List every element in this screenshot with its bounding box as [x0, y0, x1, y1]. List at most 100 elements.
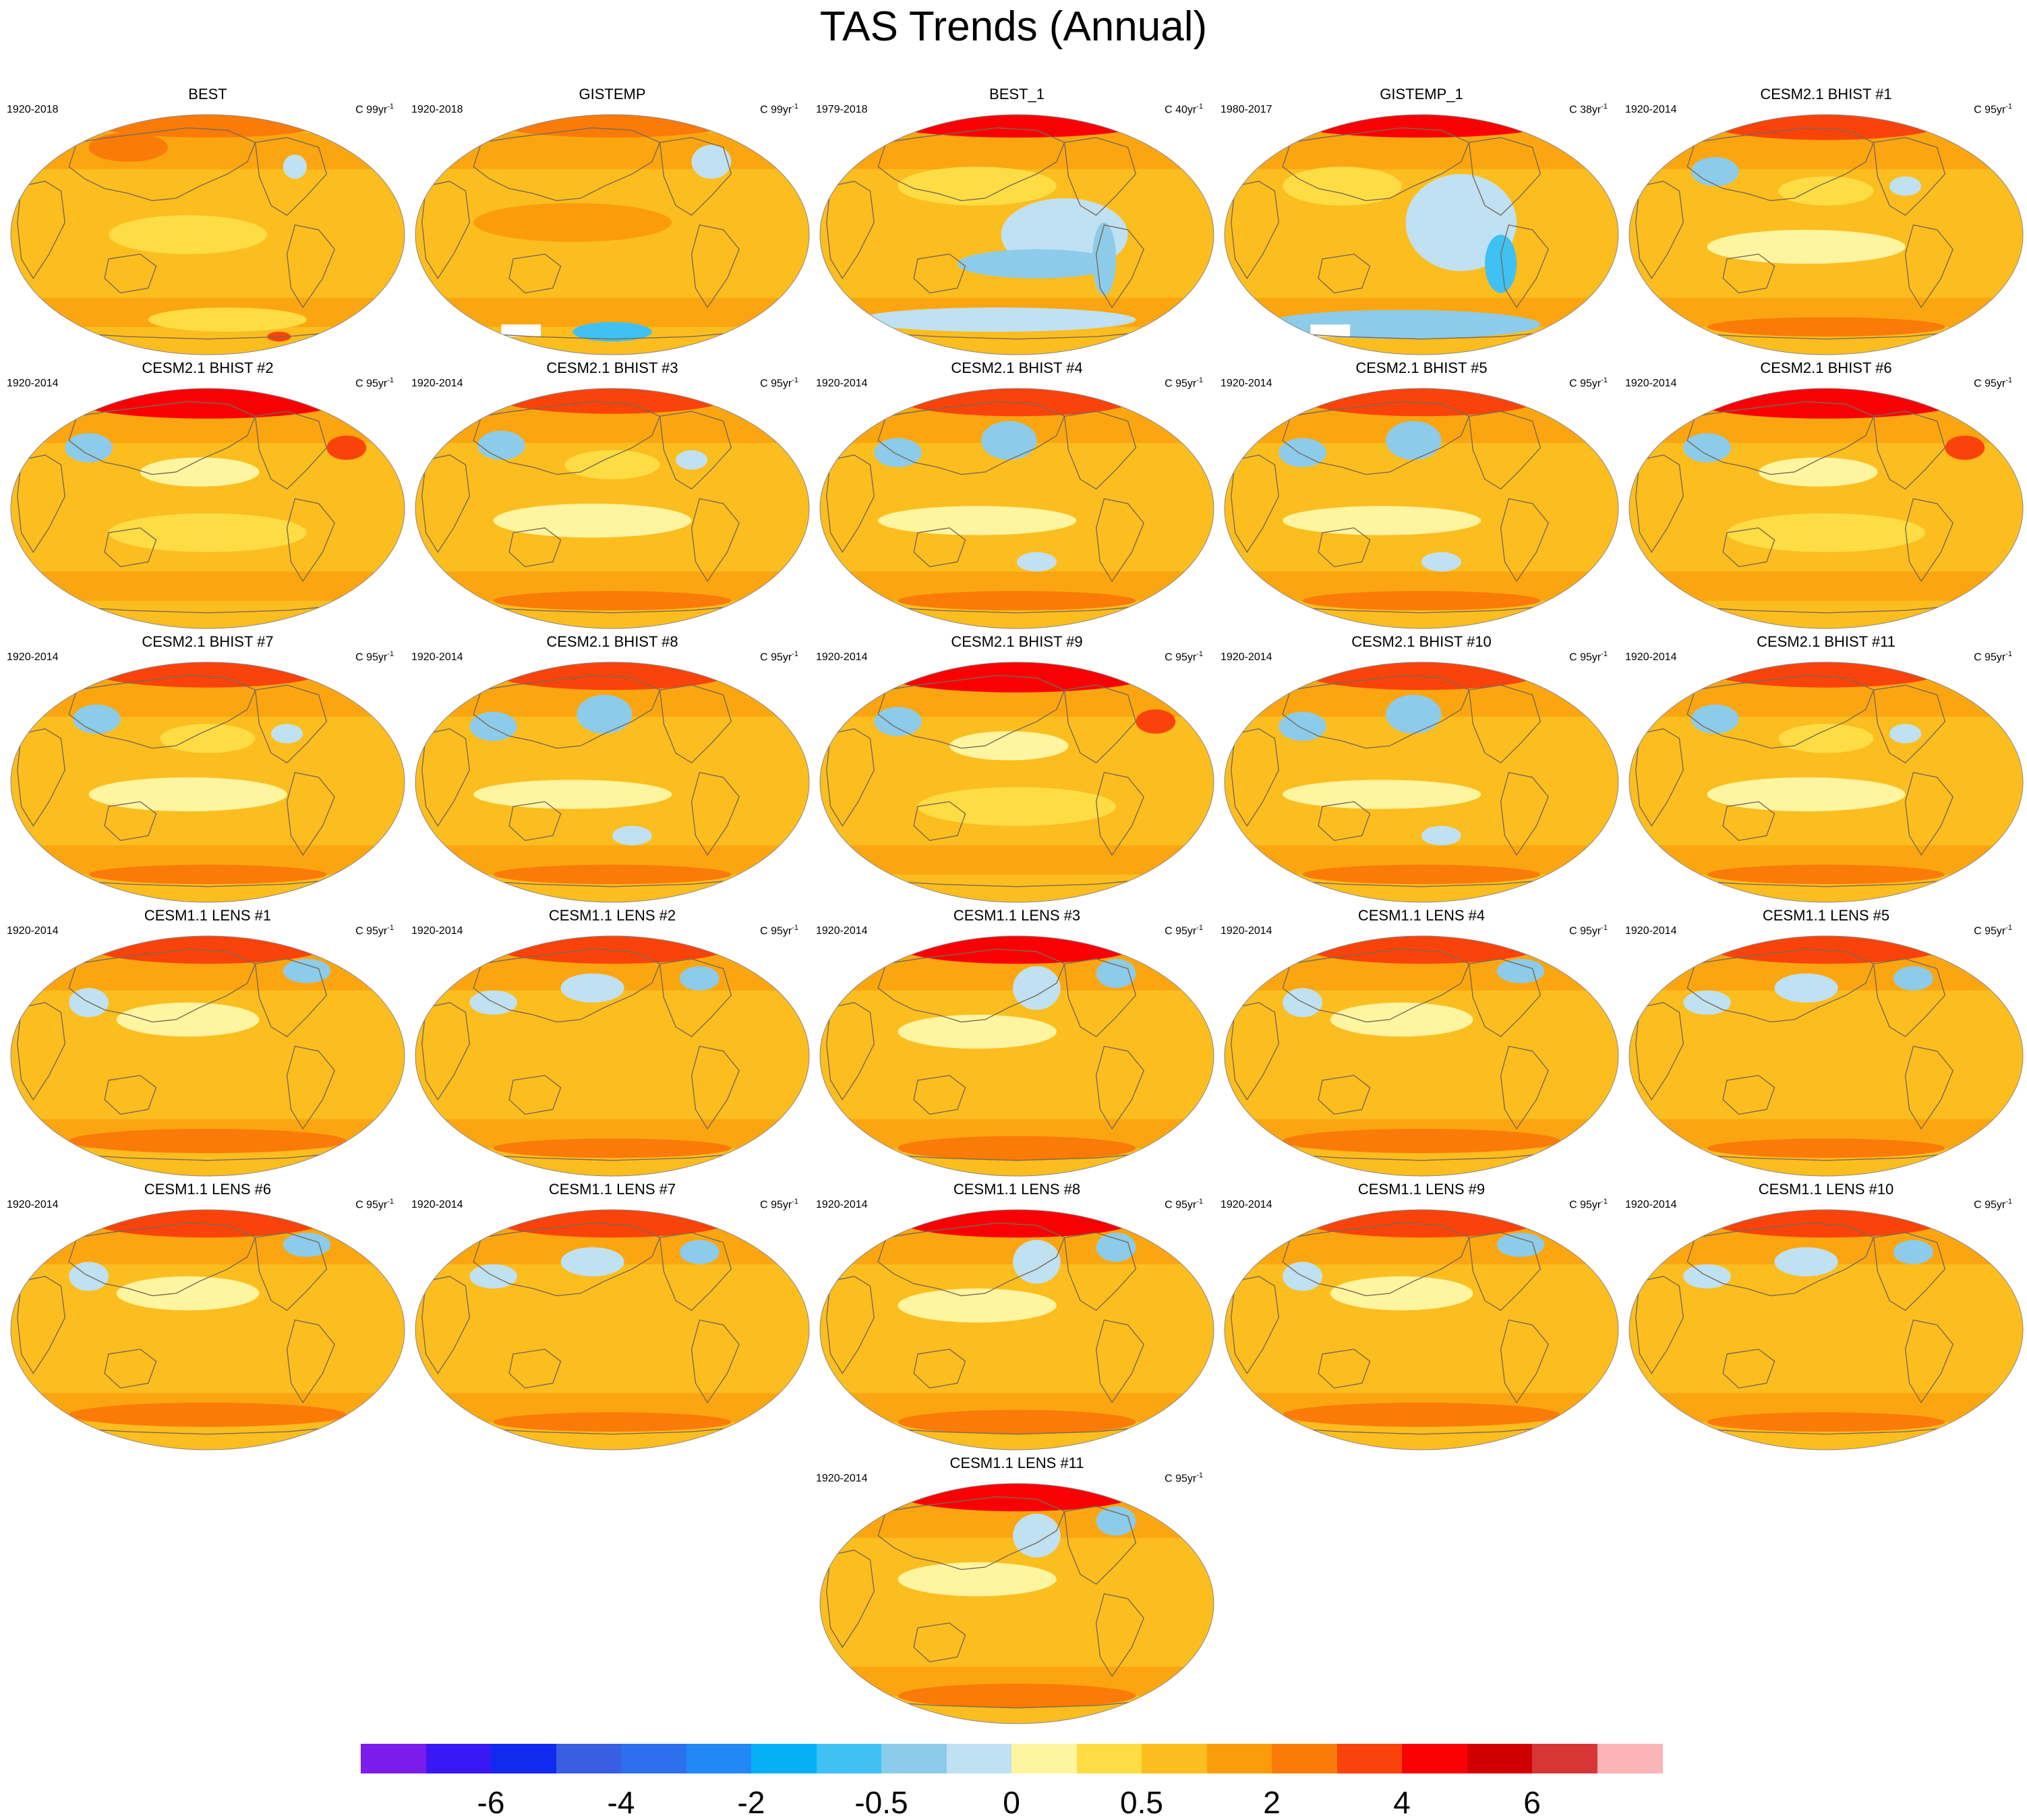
continent-outline — [1262, 1150, 1581, 1161]
continent-outline — [1667, 328, 1985, 340]
map-base-field — [1629, 936, 2023, 1176]
continent-outline — [1667, 1150, 1985, 1161]
map-border — [819, 388, 1214, 629]
continent-outline — [1873, 411, 1946, 490]
map-panel: CESM1.1 LENS #9 1920-2014 C 95yr-1 — [1219, 1176, 1624, 1451]
panel-title: CESM2.1 BHIST #2 — [142, 359, 274, 376]
world-map — [415, 388, 810, 629]
continent-outline — [1095, 498, 1145, 583]
trend-region — [1707, 229, 1906, 264]
trend-region — [612, 825, 652, 846]
map-border — [10, 935, 405, 1177]
trend-region — [493, 503, 692, 538]
panel-period: 1920-2014 — [7, 651, 59, 663]
world-map — [1224, 1209, 1619, 1450]
continent-outline — [1095, 1319, 1145, 1404]
continent-outline — [1095, 1045, 1145, 1130]
panel-title: CESM1.1 LENS #11 — [949, 1455, 1084, 1471]
continent-outline — [254, 1232, 328, 1312]
continent-outline — [1318, 527, 1371, 568]
panel-period: 1920-2014 — [816, 1473, 868, 1484]
panel-units-text: C 95yr — [1974, 651, 2006, 664]
map-panel: CESM2.1 BHIST #2 1920-2014 C 95yr-1 — [5, 355, 410, 630]
trend-region — [88, 864, 327, 885]
map-border — [1628, 388, 2024, 629]
continent-outline — [691, 771, 740, 856]
trend-region — [1707, 1412, 1945, 1432]
map-border — [1224, 1209, 1619, 1450]
panel-units-exponent: -1 — [387, 376, 394, 384]
continent-outline — [1904, 771, 1954, 856]
panel-units: C 95yr-1 — [1165, 924, 1203, 937]
continent-outline — [508, 801, 562, 842]
panel-units-exponent: -1 — [792, 650, 798, 658]
map-base-field — [415, 1210, 809, 1450]
continent-outline — [1873, 684, 1946, 764]
trend-region — [858, 307, 1136, 332]
continent-outline — [286, 771, 336, 856]
map-band — [415, 132, 809, 169]
continent-outline — [1686, 948, 1875, 1023]
panel-units-exponent: -1 — [792, 376, 798, 384]
panel-units-exponent: -1 — [1196, 376, 1203, 384]
map-panel-grid: BEST 1920-2018 C 99yr-1 GISTEMP 1920-2018 C 9… — [5, 81, 2027, 1724]
trend-region — [1774, 973, 1838, 1003]
map-border — [1628, 1209, 2024, 1450]
continent-outline — [858, 876, 1176, 887]
map-band — [1629, 571, 2023, 601]
panel-title: BEST_1 — [989, 86, 1045, 102]
panel-period: 1980-2017 — [1221, 104, 1272, 115]
trend-region — [88, 132, 169, 162]
trend-region — [1707, 317, 1945, 337]
panel-title: CESM2.1 BHIST #5 — [1355, 359, 1488, 376]
continent-outline — [1500, 498, 1550, 583]
trend-region — [1496, 959, 1545, 983]
trend-region — [1017, 552, 1057, 572]
world-map — [415, 114, 810, 355]
panel-units: C 95yr-1 — [1165, 651, 1203, 663]
map-band — [11, 571, 405, 601]
continent-outline — [1063, 1232, 1137, 1312]
panel-units-exponent: -1 — [387, 1198, 394, 1206]
panel-units-exponent: -1 — [1601, 924, 1608, 932]
continent-outline — [1262, 602, 1581, 614]
trend-region — [1013, 966, 1061, 1010]
panel-units-exponent: -1 — [2005, 376, 2012, 384]
map-panel: CESM1.1 LENS #6 1920-2014 C 95yr-1 — [5, 1176, 410, 1451]
trend-region — [1302, 864, 1541, 885]
panel-units-text: C 95yr — [355, 925, 388, 937]
continent-outline — [1722, 1349, 1775, 1389]
panel-units-text: C 95yr — [355, 651, 388, 664]
map-border — [1224, 114, 1619, 355]
trend-region — [577, 695, 633, 734]
continent-outline — [1722, 254, 1775, 294]
panel-units-text: C 95yr — [1165, 1473, 1197, 1485]
continent-outline — [473, 948, 661, 1023]
continent-outline — [858, 328, 1176, 340]
continent-outline — [826, 181, 875, 280]
map-base-field — [1225, 1210, 1618, 1450]
continent-outline — [1262, 876, 1581, 887]
world-map — [819, 662, 1214, 903]
panel-units-text: C 95yr — [355, 1199, 388, 1211]
panel-units-text: C 40yr — [1165, 104, 1197, 116]
colorbar-swatch — [1402, 1744, 1467, 1773]
continent-outline — [421, 454, 471, 554]
continent-outline — [286, 1045, 336, 1130]
trend-region — [1421, 825, 1461, 846]
continent-outline — [691, 498, 740, 583]
page-title: TAS Trends (Annual) — [819, 3, 1208, 50]
world-map — [1628, 662, 2024, 903]
colorbar-swatch — [621, 1744, 686, 1773]
colorbar-swatch — [881, 1744, 947, 1773]
continent-outline — [913, 1349, 966, 1389]
trend-region — [65, 433, 113, 463]
world-map — [1224, 114, 1619, 355]
panel-period: 1920-2014 — [1221, 925, 1272, 937]
continent-outline — [473, 674, 661, 749]
trend-region — [148, 307, 307, 332]
map-border — [415, 388, 810, 629]
continent-outline — [508, 1349, 562, 1389]
world-map — [10, 114, 405, 355]
panel-title: CESM2.1 BHIST #1 — [1760, 86, 1892, 102]
